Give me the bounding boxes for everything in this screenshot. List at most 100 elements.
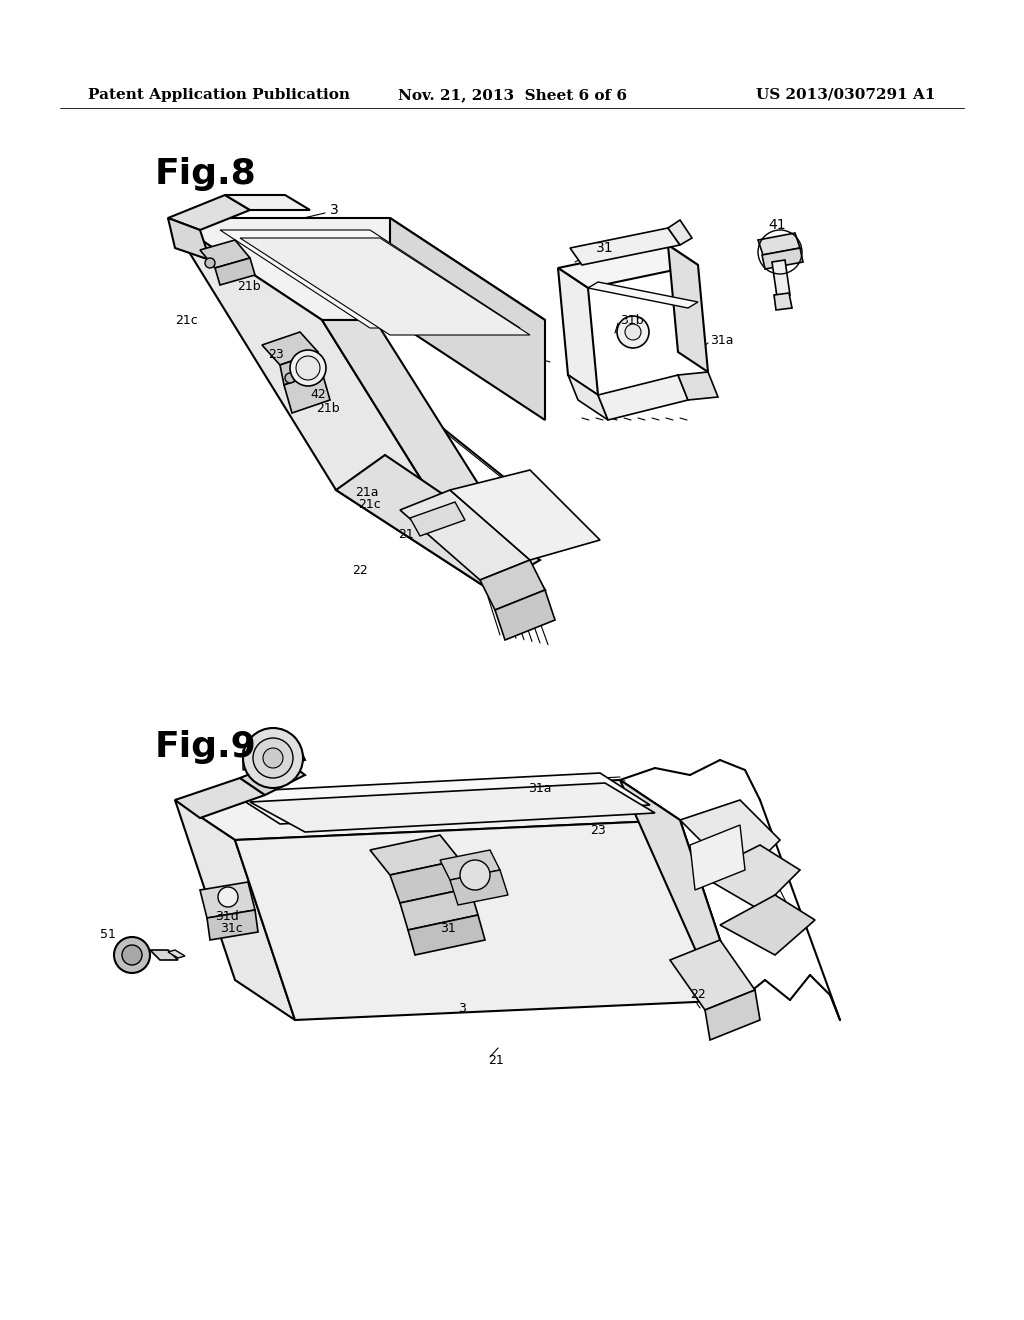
Polygon shape bbox=[240, 760, 305, 795]
Polygon shape bbox=[207, 909, 258, 940]
Circle shape bbox=[625, 323, 641, 341]
Circle shape bbox=[253, 738, 293, 777]
Polygon shape bbox=[284, 372, 330, 413]
Text: 22: 22 bbox=[690, 989, 706, 1002]
Polygon shape bbox=[250, 783, 655, 832]
Text: 31d: 31d bbox=[215, 909, 239, 923]
Polygon shape bbox=[762, 248, 803, 269]
Circle shape bbox=[460, 861, 490, 890]
Text: US 2013/0307291 A1: US 2013/0307291 A1 bbox=[757, 88, 936, 102]
Polygon shape bbox=[255, 738, 305, 772]
Polygon shape bbox=[336, 455, 540, 590]
Polygon shape bbox=[175, 800, 295, 1020]
Polygon shape bbox=[758, 234, 800, 255]
Polygon shape bbox=[570, 228, 680, 265]
Polygon shape bbox=[168, 195, 250, 230]
Circle shape bbox=[243, 729, 303, 788]
Text: Fig.8: Fig.8 bbox=[155, 157, 257, 191]
Polygon shape bbox=[215, 257, 255, 285]
Polygon shape bbox=[390, 861, 470, 903]
Polygon shape bbox=[200, 882, 255, 917]
Text: 21: 21 bbox=[488, 1053, 504, 1067]
Circle shape bbox=[263, 748, 283, 768]
Polygon shape bbox=[410, 502, 465, 536]
Polygon shape bbox=[558, 268, 598, 395]
Text: 22: 22 bbox=[352, 564, 368, 577]
Text: 23: 23 bbox=[268, 348, 284, 362]
Text: 51: 51 bbox=[100, 928, 116, 940]
Text: 21: 21 bbox=[398, 528, 414, 541]
Text: 31b: 31b bbox=[620, 314, 644, 326]
Polygon shape bbox=[772, 260, 790, 297]
Polygon shape bbox=[200, 240, 250, 268]
Circle shape bbox=[296, 356, 319, 380]
Text: 21b: 21b bbox=[237, 280, 261, 293]
Polygon shape bbox=[243, 748, 265, 770]
Polygon shape bbox=[700, 845, 800, 909]
Circle shape bbox=[122, 945, 142, 965]
Polygon shape bbox=[450, 470, 600, 560]
Polygon shape bbox=[175, 780, 680, 840]
Polygon shape bbox=[322, 319, 545, 590]
Polygon shape bbox=[668, 220, 692, 246]
Polygon shape bbox=[234, 820, 740, 1020]
Polygon shape bbox=[690, 825, 745, 890]
Polygon shape bbox=[620, 780, 740, 1001]
Polygon shape bbox=[168, 218, 545, 319]
Text: 31c: 31c bbox=[220, 921, 243, 935]
Polygon shape bbox=[168, 218, 210, 260]
Text: 31: 31 bbox=[440, 921, 456, 935]
Text: 21b: 21b bbox=[316, 401, 340, 414]
Polygon shape bbox=[668, 246, 708, 372]
Circle shape bbox=[114, 937, 150, 973]
Polygon shape bbox=[670, 940, 755, 1010]
Text: Patent Application Publication: Patent Application Publication bbox=[88, 88, 350, 102]
Polygon shape bbox=[720, 895, 815, 954]
Circle shape bbox=[205, 257, 215, 268]
Text: 23: 23 bbox=[590, 824, 606, 837]
Circle shape bbox=[218, 887, 238, 907]
Polygon shape bbox=[588, 282, 698, 308]
Polygon shape bbox=[220, 230, 520, 327]
Polygon shape bbox=[225, 195, 310, 210]
Polygon shape bbox=[280, 352, 322, 385]
Polygon shape bbox=[390, 218, 545, 420]
Polygon shape bbox=[175, 777, 265, 818]
Polygon shape bbox=[400, 888, 478, 931]
Polygon shape bbox=[480, 560, 545, 610]
Polygon shape bbox=[558, 246, 698, 288]
Polygon shape bbox=[150, 950, 178, 960]
Text: 21c: 21c bbox=[358, 499, 381, 511]
Polygon shape bbox=[168, 218, 490, 590]
Text: Fig.9: Fig.9 bbox=[155, 730, 257, 764]
Text: 42: 42 bbox=[310, 388, 326, 401]
Polygon shape bbox=[705, 990, 760, 1040]
Text: 31a: 31a bbox=[710, 334, 733, 346]
Text: 41: 41 bbox=[768, 218, 785, 232]
Polygon shape bbox=[440, 850, 500, 880]
Polygon shape bbox=[370, 836, 460, 875]
Polygon shape bbox=[678, 372, 718, 400]
Text: 3: 3 bbox=[458, 1002, 466, 1015]
Text: Nov. 21, 2013  Sheet 6 of 6: Nov. 21, 2013 Sheet 6 of 6 bbox=[397, 88, 627, 102]
Polygon shape bbox=[774, 293, 792, 310]
Polygon shape bbox=[450, 870, 508, 906]
Polygon shape bbox=[568, 375, 608, 420]
Polygon shape bbox=[598, 375, 688, 420]
Polygon shape bbox=[495, 590, 555, 640]
Circle shape bbox=[617, 315, 649, 348]
Text: 21a: 21a bbox=[355, 486, 379, 499]
Text: 3: 3 bbox=[330, 203, 339, 216]
Polygon shape bbox=[230, 774, 650, 824]
Polygon shape bbox=[408, 915, 485, 954]
Text: 21c: 21c bbox=[175, 314, 198, 326]
Text: 31: 31 bbox=[596, 242, 613, 255]
Polygon shape bbox=[240, 238, 530, 335]
Polygon shape bbox=[400, 490, 530, 579]
Text: 31a: 31a bbox=[528, 781, 552, 795]
Circle shape bbox=[290, 350, 326, 385]
Circle shape bbox=[285, 374, 295, 383]
Polygon shape bbox=[168, 950, 185, 958]
Polygon shape bbox=[262, 333, 318, 366]
Polygon shape bbox=[680, 800, 780, 880]
